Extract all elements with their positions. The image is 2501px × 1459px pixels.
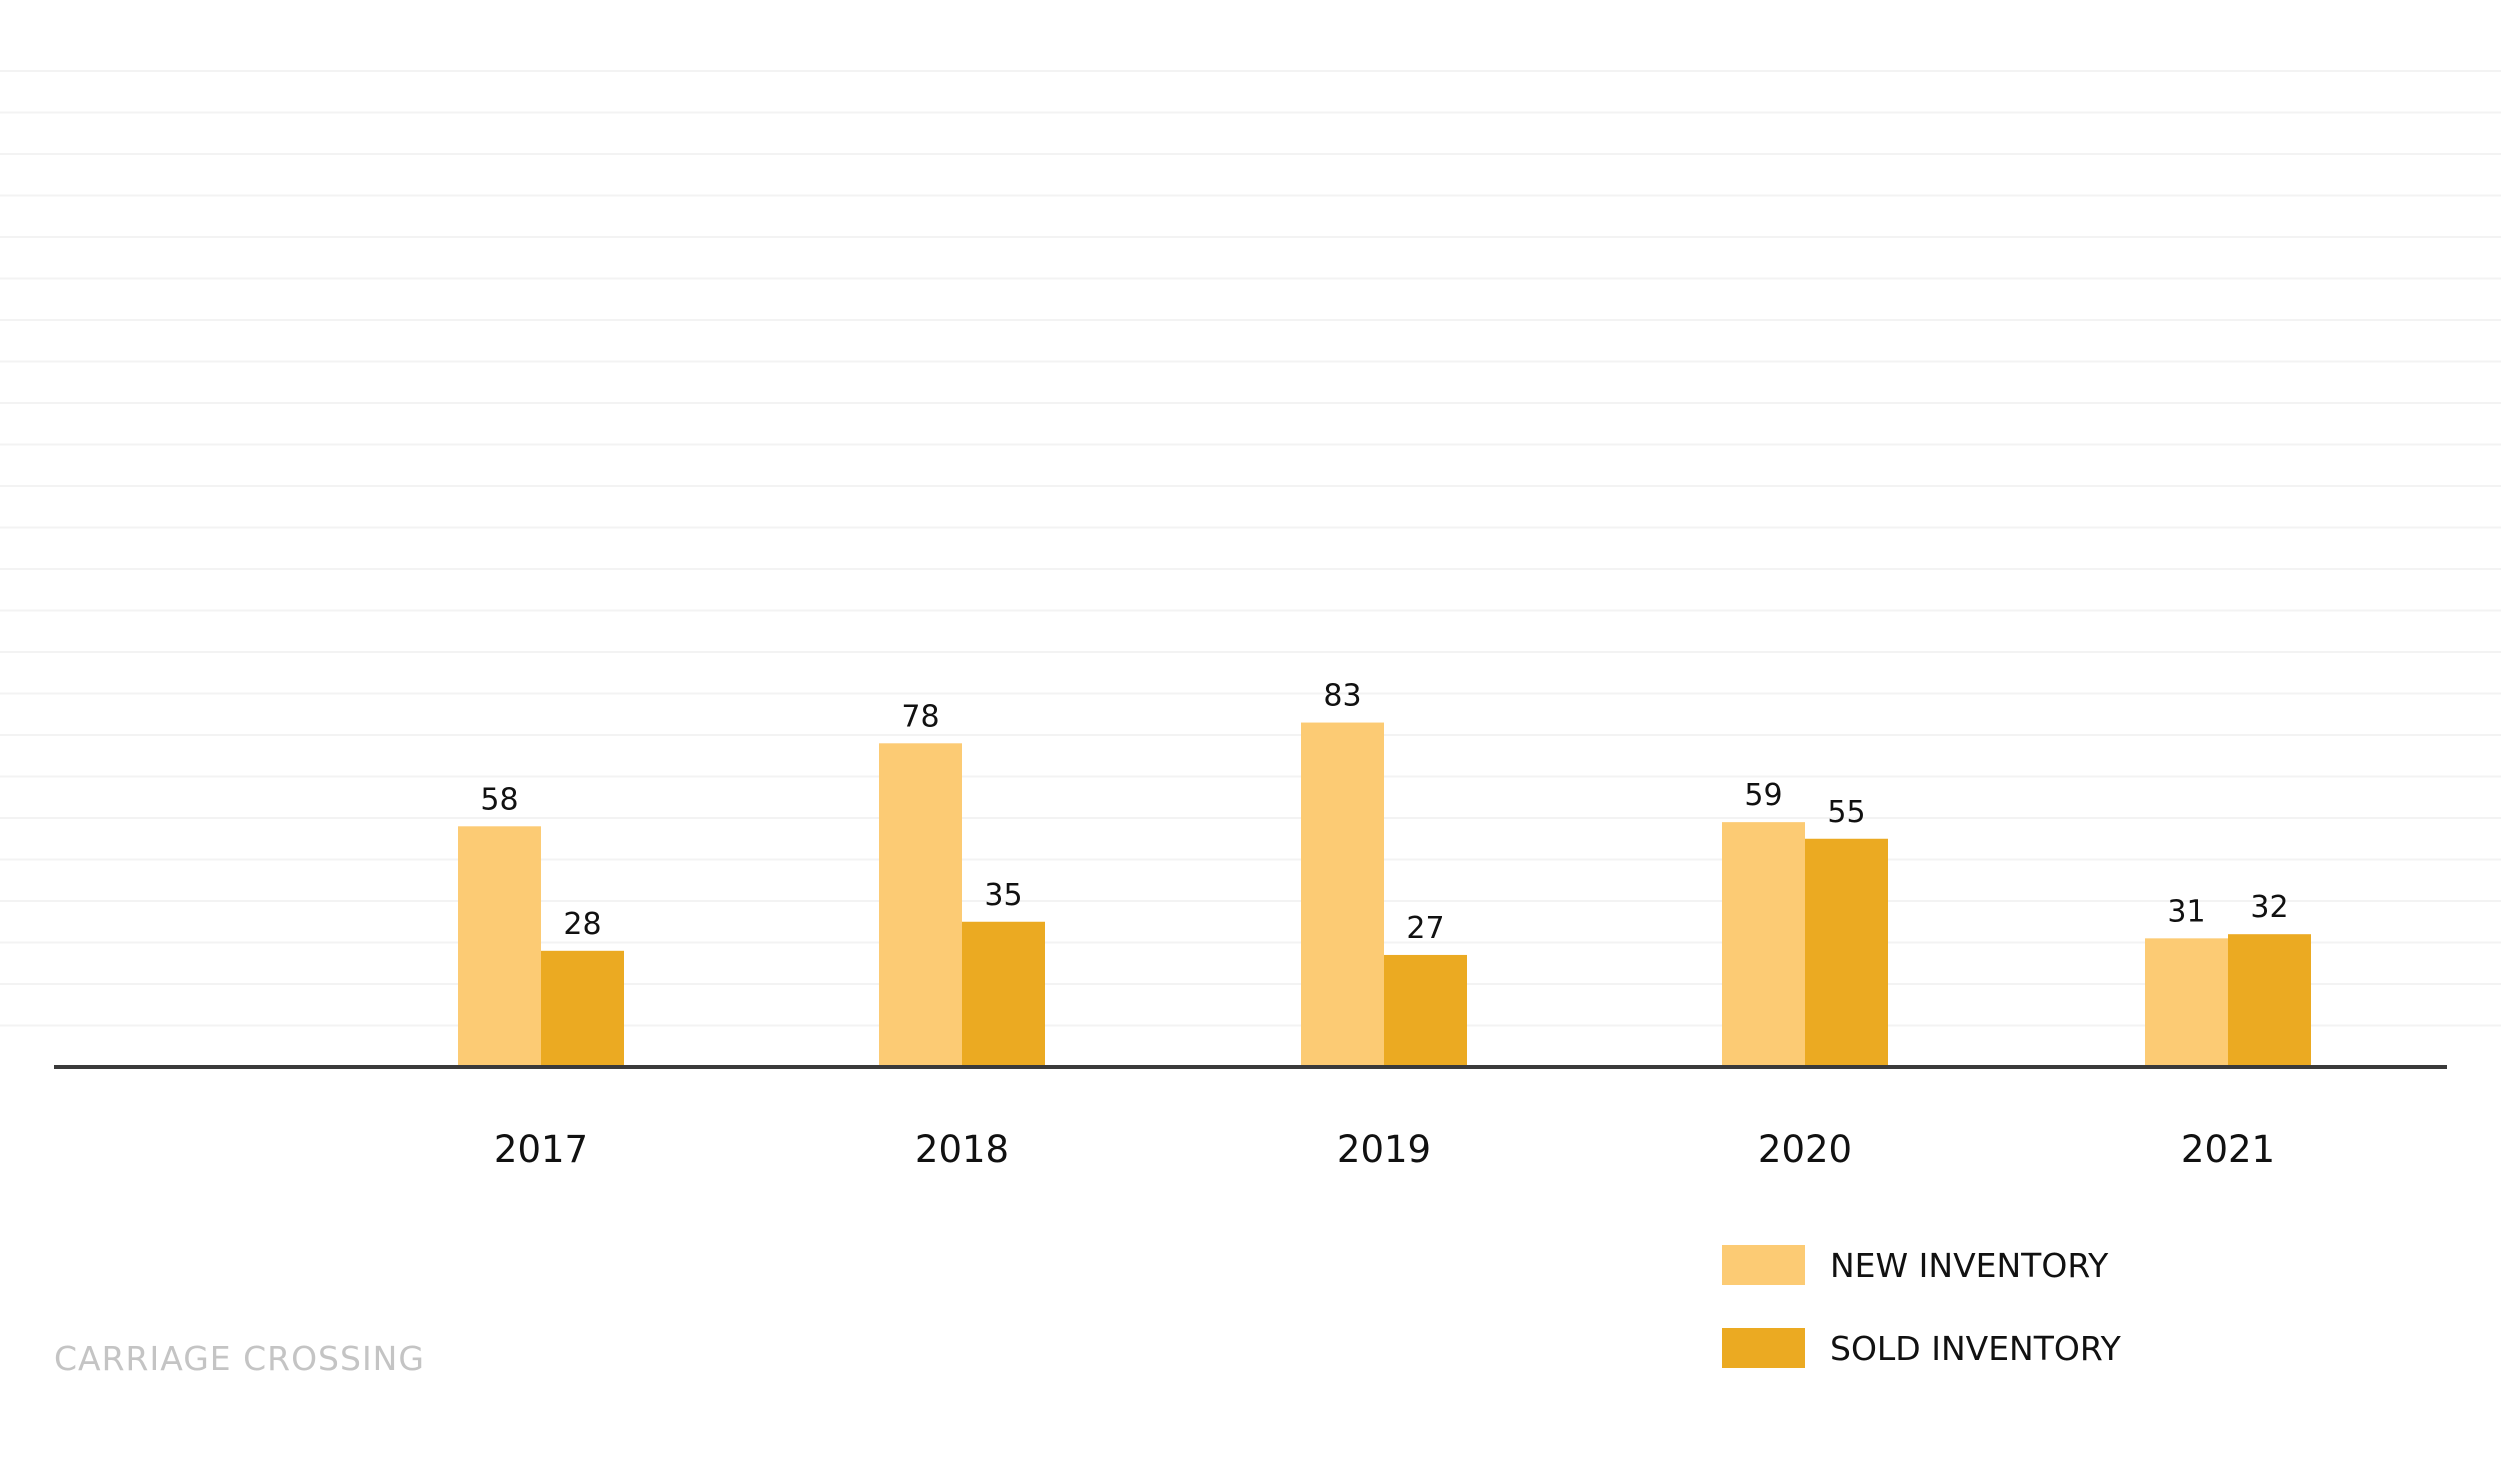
data-label-new-inventory-2019: 83	[1323, 679, 1361, 714]
legend-label-new-inventory: NEW INVENTORY	[1830, 1246, 2109, 1285]
data-label-sold-inventory-2018: 35	[984, 878, 1022, 913]
bar-sold-inventory-2020	[1805, 838, 1888, 1067]
data-labels: 58 28 78 35 83 27 59 55 31 32	[480, 679, 2288, 946]
tick-label-2020: 2020	[1758, 1128, 1852, 1171]
legend-swatch-new-inventory	[1722, 1245, 1805, 1285]
bar-new-inventory-2020	[1722, 822, 1805, 1067]
gridlines	[0, 70, 2501, 1027]
bar-new-inventory-2017	[458, 826, 541, 1067]
watermark-text: CARRIAGE CROSSING	[54, 1339, 425, 1378]
legend-label-sold-inventory: SOLD INVENTORY	[1830, 1329, 2122, 1368]
tick-label-2018: 2018	[915, 1128, 1009, 1171]
bar-new-inventory-2019	[1301, 722, 1384, 1067]
bars	[458, 722, 2311, 1067]
tick-label-2017: 2017	[494, 1128, 588, 1171]
bar-new-inventory-2018	[879, 743, 962, 1067]
tick-label-2021: 2021	[2181, 1128, 2275, 1171]
bar-sold-inventory-2019	[1384, 954, 1467, 1067]
legend-swatch-sold-inventory	[1722, 1328, 1805, 1368]
data-label-new-inventory-2017: 58	[480, 782, 518, 817]
bar-new-inventory-2021	[2145, 938, 2228, 1067]
data-label-sold-inventory-2017: 28	[563, 907, 601, 942]
bar-sold-inventory-2017	[541, 950, 624, 1067]
bar-sold-inventory-2021	[2228, 934, 2311, 1067]
x-axis-ticks: 2017 2018 2019 2020 2021	[494, 1128, 2275, 1171]
legend: NEW INVENTORY SOLD INVENTORY	[1722, 1245, 2122, 1368]
data-label-sold-inventory-2021: 32	[2250, 890, 2288, 925]
data-label-sold-inventory-2020: 55	[1827, 795, 1865, 830]
data-label-new-inventory-2020: 59	[1744, 778, 1782, 813]
tick-label-2019: 2019	[1337, 1128, 1431, 1171]
data-label-sold-inventory-2019: 27	[1406, 911, 1444, 946]
data-label-new-inventory-2018: 78	[901, 699, 939, 734]
bar-sold-inventory-2018	[962, 921, 1045, 1067]
data-label-new-inventory-2021: 31	[2167, 894, 2205, 929]
